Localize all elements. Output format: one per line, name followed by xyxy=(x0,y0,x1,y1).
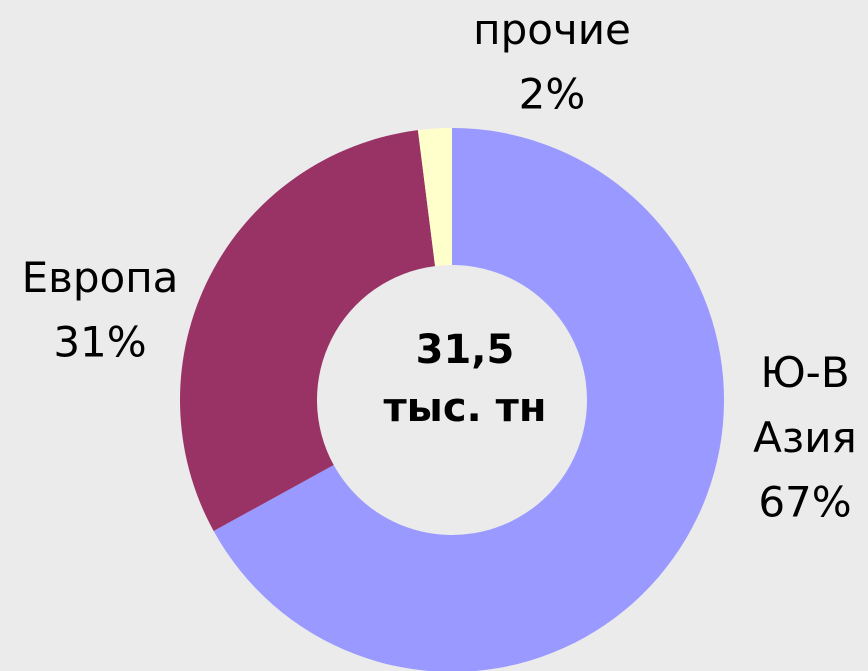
center-unit: тыс. тн xyxy=(383,385,546,431)
donut-slice xyxy=(417,128,452,267)
slice-label: прочие xyxy=(473,5,631,54)
donut-slice xyxy=(213,128,724,671)
slice-label: Европа xyxy=(22,253,179,302)
slice-value-label: 2% xyxy=(519,70,586,119)
slice-value-label: 67% xyxy=(758,478,851,527)
center-value: 31,5 xyxy=(416,327,515,373)
donut-slice xyxy=(179,130,436,532)
slice-value-label: 31% xyxy=(53,318,146,367)
slice-label: Ю-В Азия xyxy=(753,348,857,462)
